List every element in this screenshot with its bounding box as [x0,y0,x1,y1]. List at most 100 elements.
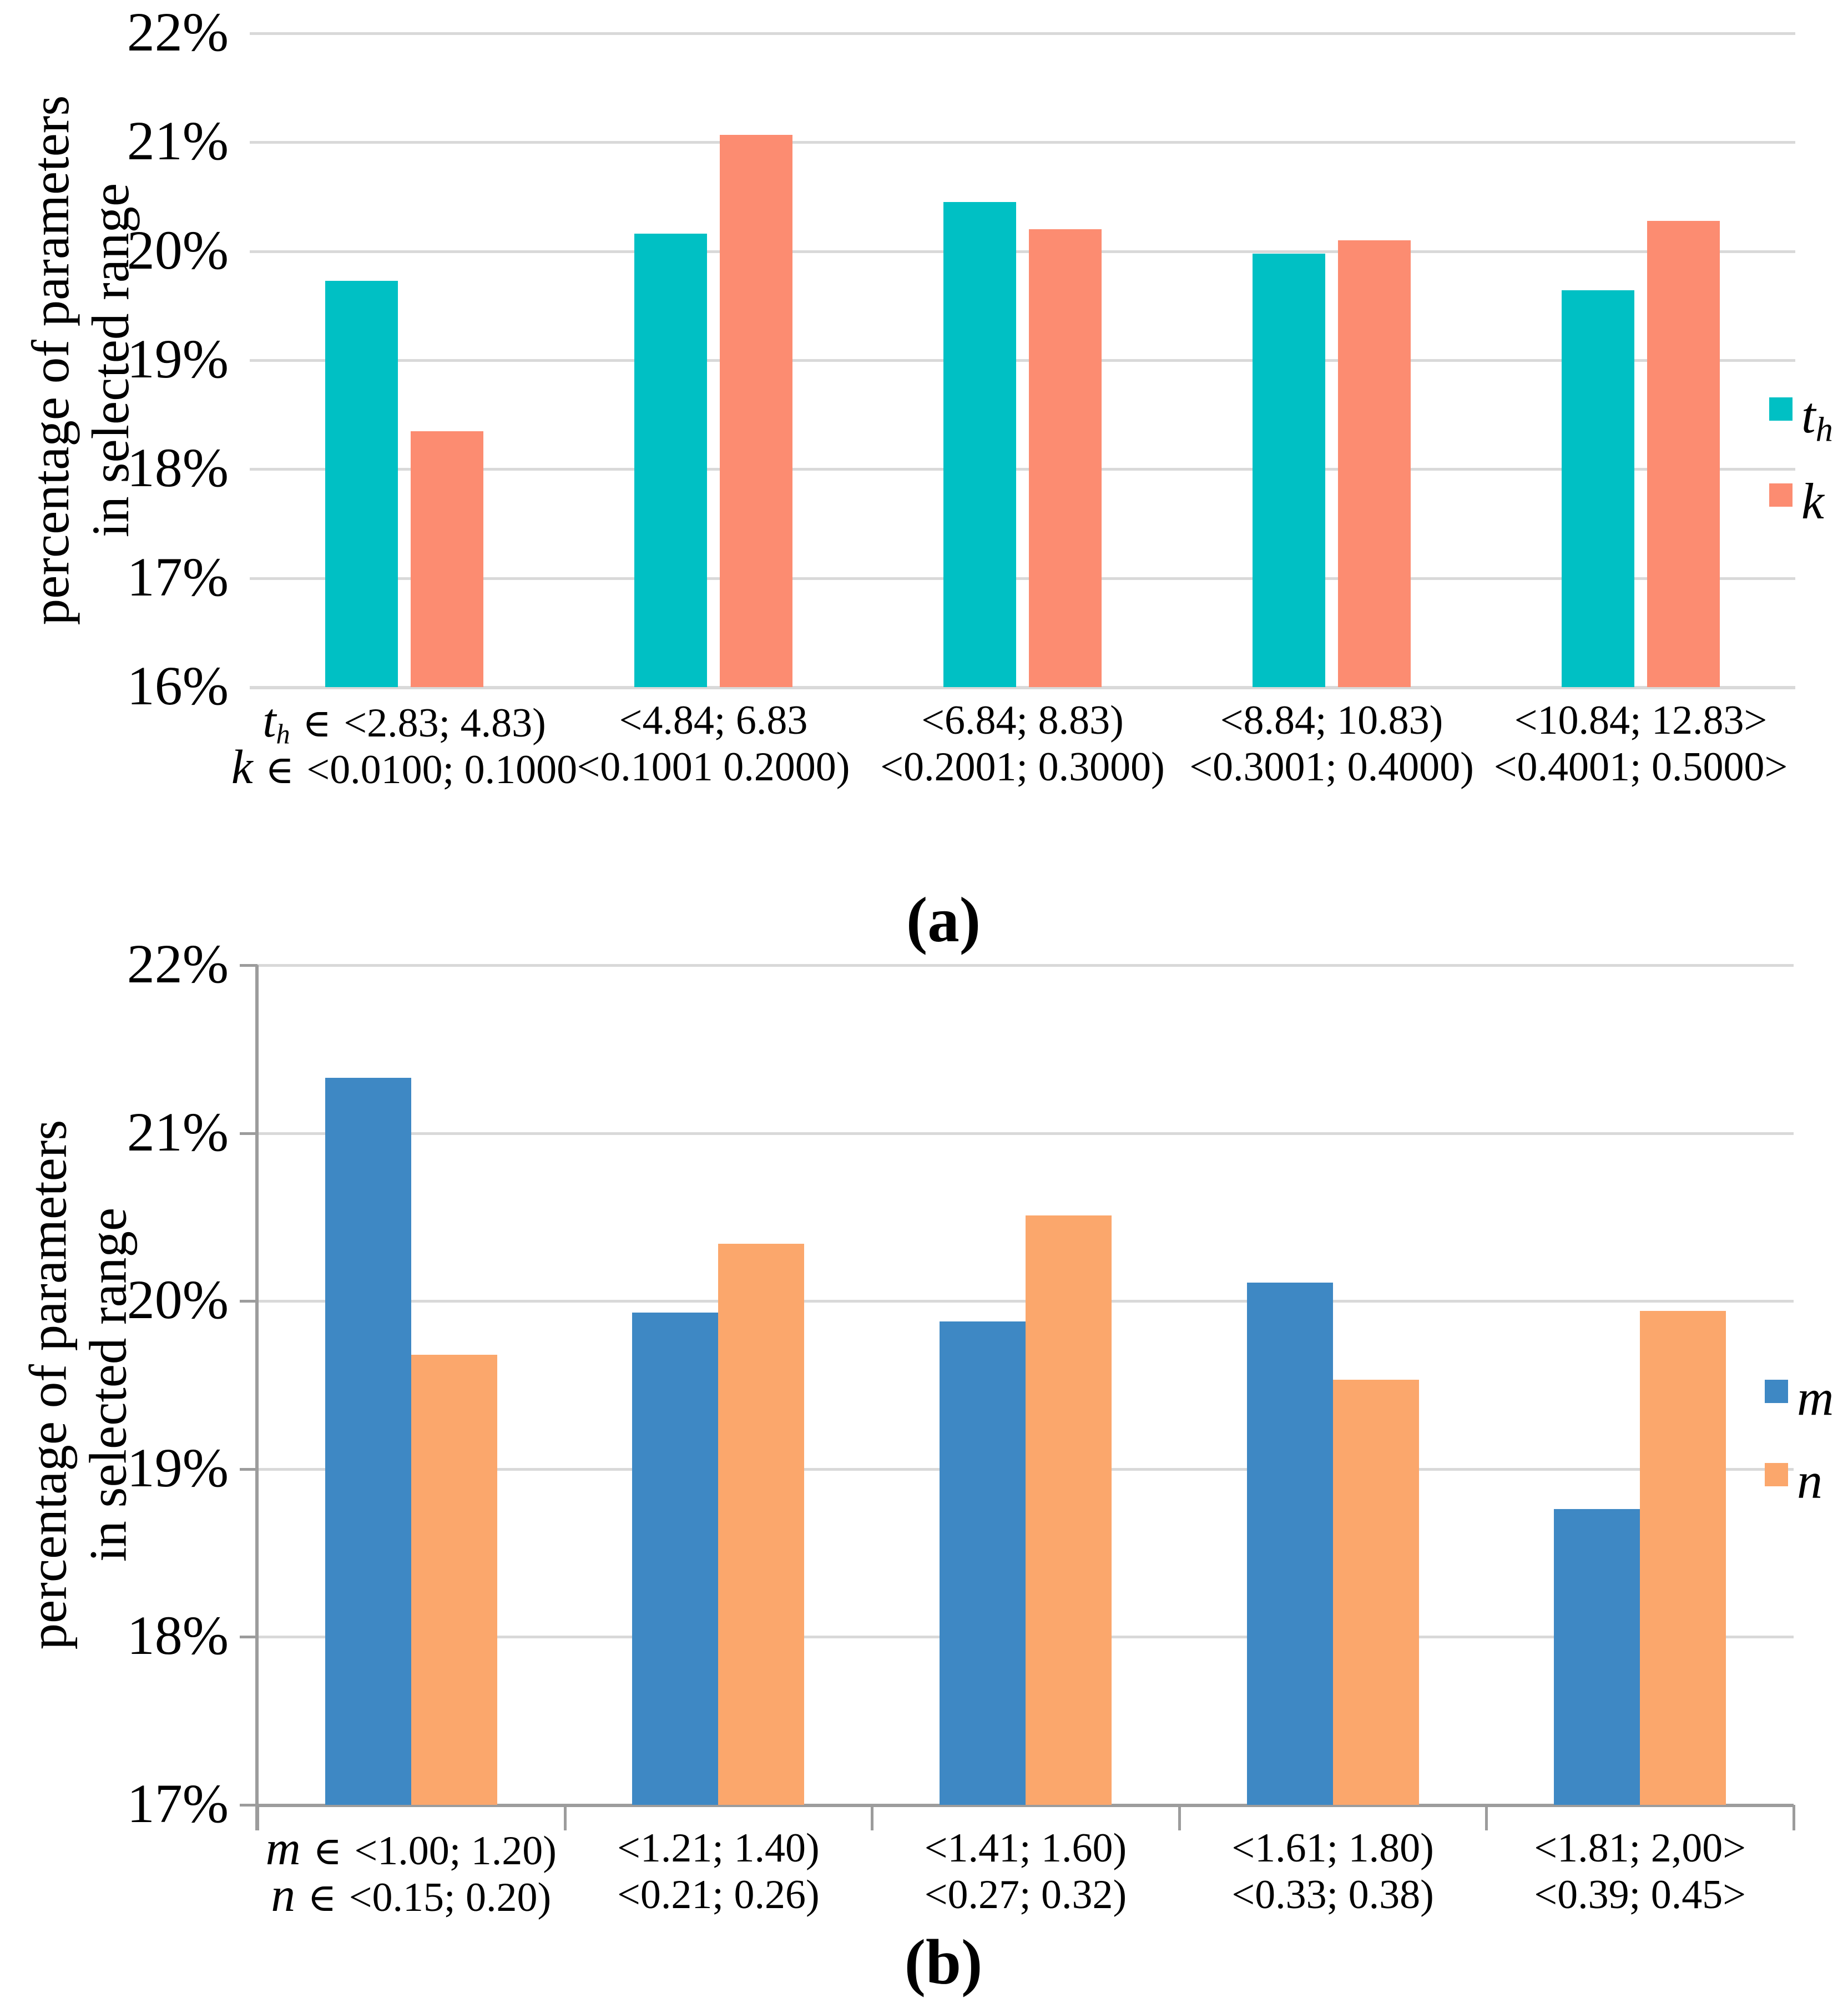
y-tick-label: 19% [127,328,229,390]
x-category-label: <1.41; 1.60) <0.27; 0.32) [839,1825,1213,1918]
x-category-label-bottom: <0.3001; 0.4000) [1144,744,1519,790]
gridline [257,1467,1794,1471]
x-category-range-top: <8.84; 10.83) [1220,698,1443,743]
x-category-label-top: <6.84; 8.83) [835,697,1210,744]
x-category-label: <1.61; 1.80) <0.33; 0.38) [1146,1825,1520,1918]
x-axis-tick [563,1805,567,1830]
category-variable: t [262,693,276,747]
gridline [257,1132,1794,1135]
legend-label-t_h: th [1801,390,1833,447]
y-tick-label: 21% [127,1101,229,1163]
x-category-label: <10.84; 12.83> <0.4001; 0.5000> [1453,697,1829,790]
category-variable: k [231,740,253,794]
element-of-symbol: ∈ [290,700,344,746]
x-axis-tick [1485,1805,1488,1830]
legend-label-m: m [1797,1372,1834,1423]
x-category-label-top: <1.61; 1.80) [1146,1825,1520,1871]
x-category-label-top: <10.84; 12.83> [1453,697,1829,744]
bar-k-3 [1029,229,1102,687]
legend-item-m: m [1765,1372,1848,1446]
x-category-range-bottom: <0.1001 0.2000) [577,744,850,790]
legend-variable: t [1801,387,1816,443]
legend-swatch-k [1769,483,1793,507]
category-variable: n [271,1868,296,1921]
x-category-label-bottom: n ∈ <0.15; 0.20) [224,1868,598,1921]
legend-label-n: n [1797,1455,1822,1506]
x-category-range-bottom: <0.33; 0.38) [1231,1872,1434,1918]
x-category-range-top: <1.41; 1.60) [924,1825,1127,1871]
bar-m-3 [940,1321,1026,1805]
x-category-label-bottom: <0.39; 0.45> [1453,1871,1827,1918]
x-category-label-top: th ∈ <2.83; 4.83) [216,696,592,750]
legend-variable: m [1797,1369,1834,1426]
gridline [250,359,1795,362]
y-axis-tick [240,1636,257,1639]
x-axis-tick [871,1805,874,1830]
gridline [257,1300,1794,1303]
x-category-range-bottom: <0.27; 0.32) [924,1872,1127,1918]
x-category-label: <6.84; 8.83) <0.2001; 0.3000) [835,697,1210,790]
bar-k-1 [411,431,483,687]
y-tick-label: 16% [127,655,229,717]
x-category-range-top: <1.21; 1.40) [617,1825,820,1871]
y-axis-title-line: in selected range [81,183,140,538]
caption-a: (a) [906,885,981,955]
x-category-range-bottom: <0.3001; 0.4000) [1189,744,1474,790]
y-axis-tick [240,1804,257,1807]
x-category-range-top: <6.84; 8.83) [921,698,1124,743]
x-axis-line [250,686,1795,689]
bar-n-1 [411,1355,497,1805]
x-category-label-top: <8.84; 10.83) [1144,697,1519,744]
x-category-range-bottom: <0.4001; 0.5000> [1493,744,1788,790]
legend-variable: k [1801,473,1824,529]
bar-m-1 [325,1077,411,1805]
y-axis-tick [240,1467,257,1471]
bar-m-4 [1246,1282,1333,1805]
y-tick-label: 20% [127,1269,229,1331]
x-category-range-bottom: <0.2001; 0.3000) [880,744,1165,790]
x-category-label-top: <1.41; 1.60) [839,1825,1213,1871]
x-category-label-bottom: k ∈ <0.0100; 0.1000 [216,743,592,793]
bar-n-5 [1640,1311,1726,1805]
x-category-range-top: <4.84; 6.83 [619,698,808,743]
y-axis-title: percentage of parameters in selected rang… [21,33,140,687]
x-category-label: <8.84; 10.83) <0.3001; 0.4000) [1144,697,1519,790]
gridline [250,32,1795,35]
y-axis-tick [240,964,257,967]
element-of-symbol: ∈ [295,1875,349,1920]
y-axis-tick [240,1300,257,1303]
legend-swatch-n [1765,1463,1788,1486]
bar-m-5 [1554,1509,1640,1805]
x-category-label-top: <1.21; 1.40) [532,1825,906,1871]
x-category-range-top: <10.84; 12.83> [1514,698,1768,743]
bar-t_h-5 [1562,290,1634,687]
y-axis-title-line: percentage of parameters [21,95,80,625]
y-tick-label: 19% [127,1436,229,1499]
bar-k-2 [720,134,792,687]
x-axis-tick [1793,1805,1795,1830]
bar-k-5 [1647,220,1720,687]
bar-t_h-2 [634,234,707,687]
y-axis-tick [240,1132,257,1135]
y-axis-title-line: in selected range [78,1207,137,1562]
x-category-label-bottom: <0.33; 0.38) [1146,1871,1520,1918]
bar-t_h-1 [325,280,398,687]
x-axis-line [257,1804,1794,1807]
x-category-label-bottom: <0.27; 0.32) [839,1871,1213,1918]
gridline [257,964,1794,967]
x-axis-tick [1178,1805,1181,1830]
category-variable-subscript: h [276,718,290,750]
x-category-range-top: <2.83; 4.83) [344,700,546,746]
x-category-range-top: <1.00; 1.20) [354,1828,557,1874]
gridline [250,250,1795,253]
x-category-range-bottom: <0.15; 0.20) [349,1875,552,1920]
y-tick-label: 20% [127,219,229,281]
legend-variable: n [1797,1452,1822,1509]
x-category-label-bottom: <0.1001 0.2000) [526,744,901,790]
legend-item-k: k [1769,476,1848,550]
x-category-label: <4.84; 6.83 <0.1001 0.2000) [526,697,901,790]
gridline [250,577,1795,580]
